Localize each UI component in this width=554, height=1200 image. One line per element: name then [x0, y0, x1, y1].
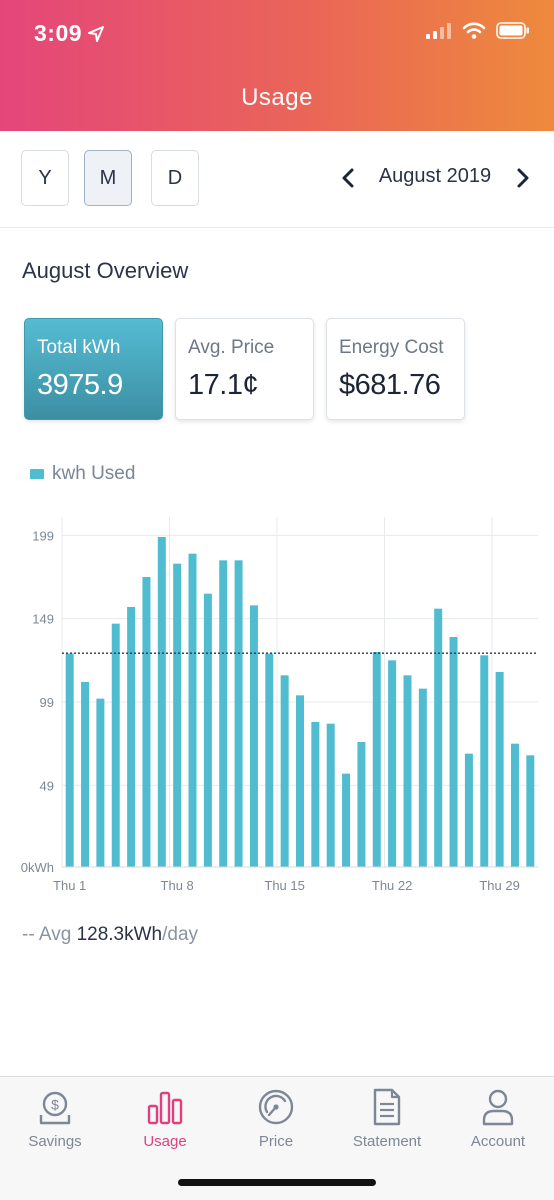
average-suffix: /day: [162, 924, 199, 945]
usage-bar: [495, 672, 504, 867]
usage-bar: [357, 742, 366, 867]
usage-bar: [372, 652, 381, 867]
status-icons: [426, 22, 530, 39]
y-tick-label: 199: [32, 528, 54, 543]
usage-bar: [388, 660, 397, 867]
x-tick-label: Thu 1: [53, 878, 86, 893]
tab-label: Statement: [352, 1133, 422, 1150]
usage-bar: [81, 682, 90, 867]
usage-bar: [173, 563, 182, 867]
period-day-button[interactable]: D: [151, 150, 199, 206]
page-title: Usage: [241, 84, 313, 111]
y-tick-label: 149: [32, 612, 54, 627]
usage-bar: [464, 753, 473, 867]
person-icon: [482, 1089, 514, 1126]
usage-bar: [311, 722, 320, 867]
usage-bar: [65, 653, 74, 867]
y-tick-label: 0kWh: [21, 860, 54, 875]
usage-bar: [249, 605, 258, 867]
battery-icon: [496, 22, 529, 39]
x-tick-label: Thu 29: [479, 878, 519, 893]
card-label: Total kWh: [37, 337, 121, 358]
card-value: $681.76: [339, 369, 441, 401]
bar-chart-icon: [147, 1091, 183, 1125]
tab-label: Account: [470, 1133, 526, 1150]
usage-bar: [526, 755, 535, 867]
home-indicator: [178, 1179, 376, 1186]
card-value: 3975.9: [37, 369, 123, 401]
tab-label: Savings: [28, 1133, 82, 1150]
usage-bar: [219, 560, 228, 867]
card-label: Energy Cost: [339, 337, 444, 358]
tab-account[interactable]: Account: [443, 1087, 553, 1150]
y-tick-label: 49: [40, 778, 54, 793]
tab-savings[interactable]: $ Savings: [0, 1087, 110, 1150]
energy-cost-card[interactable]: Energy Cost $681.76: [326, 318, 465, 420]
savings-icon: $: [39, 1091, 71, 1125]
chart-legend: kwh Used: [30, 463, 135, 485]
x-tick-label: Thu 8: [161, 878, 194, 893]
usage-bar: [188, 553, 197, 867]
usage-bar: [296, 695, 304, 867]
month-label: August 2019: [378, 165, 492, 187]
tab-statement[interactable]: Statement: [332, 1087, 442, 1150]
usage-bar: [449, 637, 458, 867]
overview-title: August Overview: [22, 258, 189, 283]
tab-price[interactable]: Price: [221, 1087, 331, 1150]
usage-bar: [434, 608, 443, 867]
usage-bar: [280, 675, 289, 867]
document-icon: [373, 1088, 401, 1126]
usage-bar: [342, 773, 351, 867]
period-year-button[interactable]: Y: [21, 150, 69, 206]
usage-bar: [480, 655, 489, 867]
average-value: 128.3kWh: [76, 924, 163, 945]
usage-bar: [403, 675, 412, 867]
tab-usage[interactable]: Usage: [110, 1087, 220, 1150]
usage-bar: [510, 743, 519, 867]
x-tick-label: Thu 22: [372, 878, 412, 893]
avg-price-card[interactable]: Avg. Price 17.1¢: [175, 318, 314, 420]
svg-text:$: $: [51, 1097, 59, 1113]
usage-bar: [265, 653, 274, 867]
y-tick-label: 99: [40, 695, 54, 710]
chevron-right-icon[interactable]: [513, 166, 533, 190]
usage-bar: [127, 607, 136, 867]
usage-bar: [96, 698, 105, 867]
tab-bar: $ Savings Usage Price Statement: [0, 1076, 554, 1200]
card-label: Avg. Price: [188, 337, 275, 358]
tab-label: Usage: [143, 1133, 187, 1150]
signal-icon: [426, 22, 451, 39]
card-value: 17.1¢: [188, 369, 259, 401]
tab-label: Price: [258, 1133, 294, 1150]
legend-swatch: [30, 469, 44, 479]
app-header: 3:09 Usage: [0, 0, 554, 131]
chevron-left-icon[interactable]: [338, 166, 358, 190]
legend-label: kwh Used: [52, 463, 136, 484]
period-month-button[interactable]: M: [84, 150, 132, 206]
usage-bar: [111, 623, 120, 867]
average-prefix: -- Avg: [22, 924, 77, 945]
average-summary: -- Avg 128.3kWh/day: [22, 924, 198, 946]
status-time: 3:09: [34, 20, 83, 46]
usage-bar: [142, 577, 151, 867]
total-kwh-card[interactable]: Total kWh 3975.9: [24, 318, 163, 420]
divider: [0, 227, 554, 228]
wifi-icon: [462, 22, 486, 39]
usage-bar: [418, 688, 427, 867]
x-tick-label: Thu 15: [264, 878, 304, 893]
location-arrow-icon: [88, 26, 104, 42]
gauge-icon: [258, 1089, 294, 1125]
usage-bar: [326, 723, 335, 867]
usage-bar: [157, 537, 166, 867]
usage-bar: [203, 593, 212, 867]
usage-bar-chart: 0kWh 49 99 149 199 Thu 1 Thu 8 Thu 15 Thu 22 Thu …: [21, 517, 538, 893]
usage-bar: [234, 560, 243, 867]
